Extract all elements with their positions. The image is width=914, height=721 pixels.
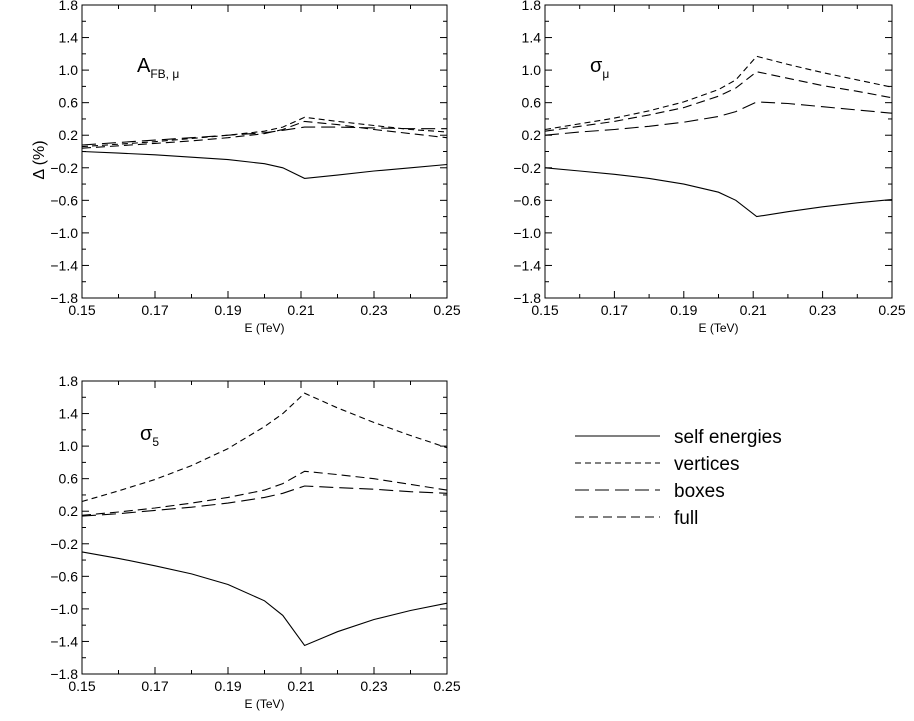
y-tick-label: 1.0 xyxy=(59,438,79,454)
legend: self energies vertices boxes full xyxy=(575,427,782,529)
y-tick-label: 1.0 xyxy=(522,62,542,78)
x-tick-label: 0.25 xyxy=(878,302,905,318)
y-tick-label: 0.6 xyxy=(59,471,79,487)
y-tick-label: −0.2 xyxy=(50,536,78,552)
y-tick-label: −0.2 xyxy=(513,160,541,176)
y-tick-label: 1.4 xyxy=(522,30,542,46)
plot-frame xyxy=(544,4,893,299)
panel-title: σ5 xyxy=(140,423,159,449)
y-tick-label: −1.8 xyxy=(513,290,541,306)
y-tick-label: −0.6 xyxy=(50,192,78,208)
plot-frame xyxy=(81,380,448,675)
panels: 0.15 0.17 0.19 0.21 0.23 0.25−1.8−1.4−1.0−0.6… xyxy=(50,0,905,711)
series-line-full xyxy=(544,71,893,132)
legend-label: full xyxy=(674,508,698,529)
y-tick-label: 1.8 xyxy=(59,373,79,389)
y-tick-label: 0.6 xyxy=(522,95,542,111)
panel-title-subscript: FB, μ xyxy=(150,67,179,81)
x-tick-label: 0.21 xyxy=(287,302,314,318)
y-tick-label: 0.6 xyxy=(59,95,79,111)
x-tick-label: 0.15 xyxy=(68,302,95,318)
y-tick-label: 1.8 xyxy=(522,0,542,13)
series-line-vertices xyxy=(81,392,448,503)
panel-title-main: A xyxy=(137,55,151,77)
x-tick-label: 0.19 xyxy=(214,302,241,318)
x-tick-label: 0.15 xyxy=(531,302,558,318)
legend-label: self energies xyxy=(674,427,782,448)
legend-item-boxes: boxes xyxy=(575,481,725,502)
legend-item-full: full xyxy=(575,508,698,529)
y-tick-label: 1.8 xyxy=(59,0,79,13)
y-tick-label: −1.4 xyxy=(50,633,78,649)
series-line-self xyxy=(544,167,893,218)
series-line-full xyxy=(81,470,448,516)
x-tick-label: 0.21 xyxy=(287,678,314,694)
legend-label: boxes xyxy=(674,481,725,502)
series-line-vertices xyxy=(544,55,893,131)
y-tick-label: 1.4 xyxy=(59,406,79,422)
x-tick-label: 0.23 xyxy=(360,302,387,318)
y-tick-label: −1.4 xyxy=(50,257,78,273)
x-tick-label: 0.17 xyxy=(141,678,168,694)
y-tick-label: −1.0 xyxy=(50,601,78,617)
panel-title-subscript: μ xyxy=(602,67,609,81)
series-line-boxes xyxy=(544,101,893,136)
series-line-boxes xyxy=(81,126,447,146)
x-axis-label: E (TeV) xyxy=(244,697,284,711)
panel-2: 0.15 0.17 0.19 0.21 0.23 0.25 −1.8 −1.4 −1.0 −0.6… xyxy=(513,0,905,335)
legend-label: vertices xyxy=(674,454,739,475)
series-line-vertices xyxy=(81,116,448,148)
y-tick-label: 1.4 xyxy=(59,30,79,46)
legend-item-self: self energies xyxy=(575,427,782,448)
x-tick-label: 0.19 xyxy=(214,678,241,694)
x-tick-label: 0.21 xyxy=(740,302,767,318)
x-tick-label: 0.15 xyxy=(68,678,95,694)
y-tick-label: −1.8 xyxy=(50,666,78,682)
series-line-self xyxy=(81,551,448,647)
y-tick-label: 0.2 xyxy=(59,127,79,143)
y-tick-label: 0.2 xyxy=(522,127,542,143)
y-tick-label: −0.2 xyxy=(50,160,78,176)
x-tick-label: 0.23 xyxy=(809,302,836,318)
x-tick-label: 0.23 xyxy=(360,678,387,694)
x-tick-label: 0.25 xyxy=(433,302,460,318)
series-line-self xyxy=(81,150,448,179)
y-tick-label: −1.4 xyxy=(513,257,541,273)
x-axis-label: E (TeV) xyxy=(244,321,284,335)
panel-title-subscript: 5 xyxy=(152,435,159,449)
x-tick-label: 0.25 xyxy=(433,678,460,694)
legend-item-vertices: vertices xyxy=(575,454,739,475)
panel-title-main: σ xyxy=(140,423,153,445)
y-tick-label: −1.0 xyxy=(50,225,78,241)
y-tick-label: 1.0 xyxy=(59,62,79,78)
y-tick-label: 0.2 xyxy=(59,503,79,519)
x-tick-label: 0.17 xyxy=(141,302,168,318)
x-tick-label: 0.19 xyxy=(670,302,697,318)
plot-frame xyxy=(81,4,448,299)
panel-title: σμ xyxy=(590,55,609,81)
panel-title-main: σ xyxy=(590,55,603,77)
panel-3: 0.15 0.17 0.19 0.21 0.23 0.25−1.8−1.4−1.0−0.6… xyxy=(50,373,460,711)
x-axis-label: E (TeV) xyxy=(698,321,738,335)
x-tick-label: 0.17 xyxy=(601,302,628,318)
y-tick-label: −1.8 xyxy=(50,290,78,306)
panel-1: 0.15 0.17 0.19 0.21 0.23 0.25 −1.8 −1.4 −1.0 −0.6… xyxy=(50,0,460,335)
y-tick-label: −0.6 xyxy=(50,568,78,584)
y-axis-label: Δ (%) xyxy=(31,140,48,179)
panel-title: AFB, μ xyxy=(137,55,179,81)
y-tick-label: −1.0 xyxy=(513,225,541,241)
series-line-boxes xyxy=(81,485,448,517)
series-line-full xyxy=(81,120,448,149)
y-tick-label: −0.6 xyxy=(513,192,541,208)
